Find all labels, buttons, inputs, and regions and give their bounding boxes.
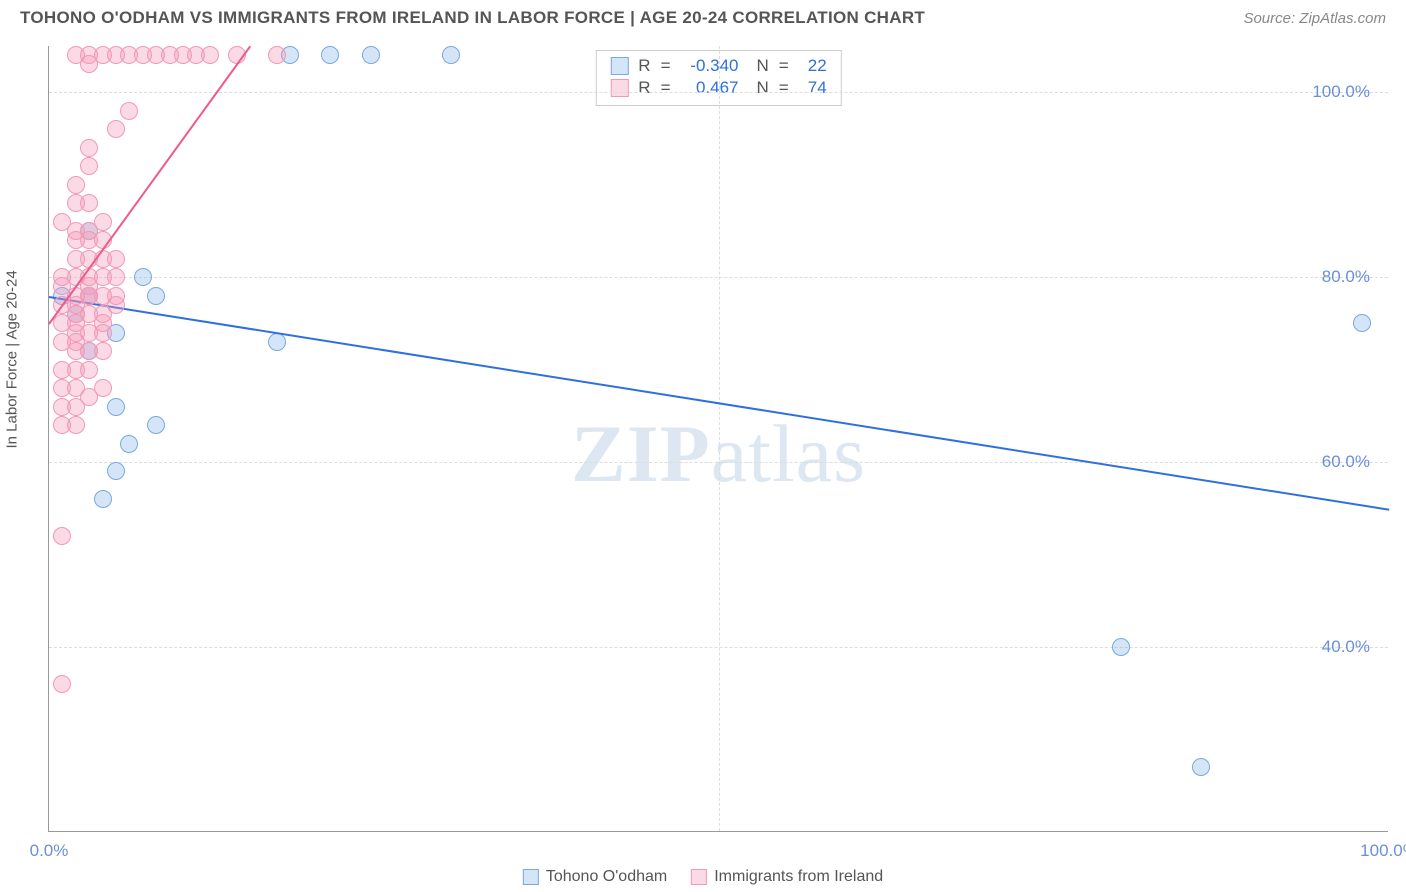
stat-equals: = (779, 55, 789, 77)
y-axis-title: In Labor Force | Age 20-24 (4, 270, 21, 448)
scatter-point (201, 46, 219, 64)
stat-n-label: N (757, 55, 769, 77)
scatter-point (268, 333, 286, 351)
legend-square-icon (523, 869, 539, 885)
scatter-point (268, 46, 286, 64)
chart-title: TOHONO O'ODHAM VS IMMIGRANTS FROM IRELAN… (20, 8, 925, 28)
y-tick-label: 40.0% (1322, 637, 1370, 657)
scatter-point (107, 250, 125, 268)
stat-r-label: R (638, 55, 650, 77)
scatter-point (94, 379, 112, 397)
scatter-point (107, 296, 125, 314)
scatter-point (107, 462, 125, 480)
legend-square-icon (610, 79, 628, 97)
x-tick-label: 0.0% (30, 841, 69, 861)
scatter-point (1192, 758, 1210, 776)
scatter-point (147, 416, 165, 434)
stat-r-value: 0.467 (681, 77, 739, 99)
legend-item: Tohono O'odham (523, 868, 667, 886)
source-text: Source: ZipAtlas.com (1243, 10, 1386, 27)
scatter-point (67, 46, 85, 64)
scatter-point (107, 120, 125, 138)
scatter-point (134, 268, 152, 286)
scatter-point (53, 527, 71, 545)
scatter-point (107, 268, 125, 286)
scatter-point (67, 416, 85, 434)
scatter-point (362, 46, 380, 64)
legend-square-icon (610, 57, 628, 75)
legend-label: Immigrants from Ireland (714, 868, 883, 886)
legend-item: Immigrants from Ireland (691, 868, 883, 886)
scatter-point (321, 46, 339, 64)
stat-equals: = (779, 77, 789, 99)
stat-r-value: -0.340 (681, 55, 739, 77)
scatter-point (94, 342, 112, 360)
scatter-point (120, 102, 138, 120)
scatter-point (107, 398, 125, 416)
scatter-point (80, 194, 98, 212)
scatter-point (94, 490, 112, 508)
legend-square-icon (691, 869, 707, 885)
scatter-point (120, 46, 138, 64)
y-tick-label: 80.0% (1322, 267, 1370, 287)
scatter-point (1353, 314, 1371, 332)
stat-n-value: 22 (799, 55, 827, 77)
scatter-point (120, 435, 138, 453)
scatter-point (147, 287, 165, 305)
scatter-point (1112, 638, 1130, 656)
scatter-point (80, 157, 98, 175)
stat-equals: = (661, 77, 671, 99)
grid-line-v (719, 46, 720, 831)
plot-area: ZIPatlas R=-0.340N=22R=0.467N=74 40.0%60… (48, 46, 1388, 832)
scatter-point (67, 176, 85, 194)
x-tick-label: 100.0% (1360, 841, 1406, 861)
bottom-legend: Tohono O'odham Immigrants from Ireland (523, 868, 883, 886)
scatter-point (442, 46, 460, 64)
scatter-point (94, 213, 112, 231)
y-tick-label: 100.0% (1312, 82, 1370, 102)
stat-r-label: R (638, 77, 650, 99)
legend-label: Tohono O'odham (546, 868, 667, 886)
stat-n-label: N (757, 77, 769, 99)
scatter-point (53, 675, 71, 693)
stat-n-value: 74 (799, 77, 827, 99)
scatter-point (80, 139, 98, 157)
scatter-point (94, 324, 112, 342)
scatter-point (80, 361, 98, 379)
y-tick-label: 60.0% (1322, 452, 1370, 472)
stat-equals: = (661, 55, 671, 77)
